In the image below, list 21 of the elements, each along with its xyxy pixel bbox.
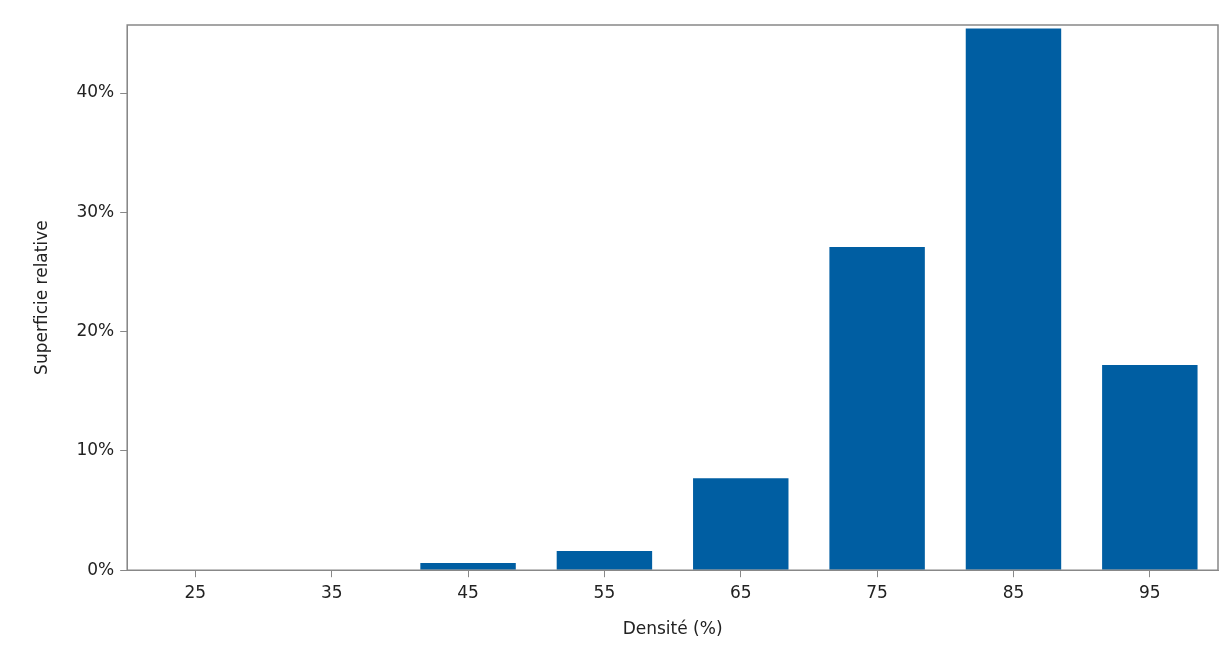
y-axis-title: Superficie relative [30,220,51,375]
y-tick-label: 20% [76,320,115,341]
x-tick-label: 45 [457,581,479,602]
x-tick-label: 75 [866,581,888,602]
x-tick-label: 35 [320,581,343,602]
x-tick-label: 65 [729,581,752,602]
x-tick-label: 25 [184,581,207,602]
y-tick-label: 10% [76,439,115,460]
x-axis-title: Densité (%) [622,618,723,639]
y-tick-label: 40% [76,81,115,102]
bar [965,28,1062,570]
bar [556,551,653,570]
x-tick-label: 85 [1002,581,1025,602]
bar [420,563,516,570]
bar [829,246,925,570]
y-tick-label: 30% [76,200,115,221]
x-tick-label: 55 [593,581,616,602]
bar [1102,365,1198,570]
bar [693,478,789,570]
x-tick-label: 95 [1139,581,1161,602]
y-tick-label: 0% [87,558,115,579]
